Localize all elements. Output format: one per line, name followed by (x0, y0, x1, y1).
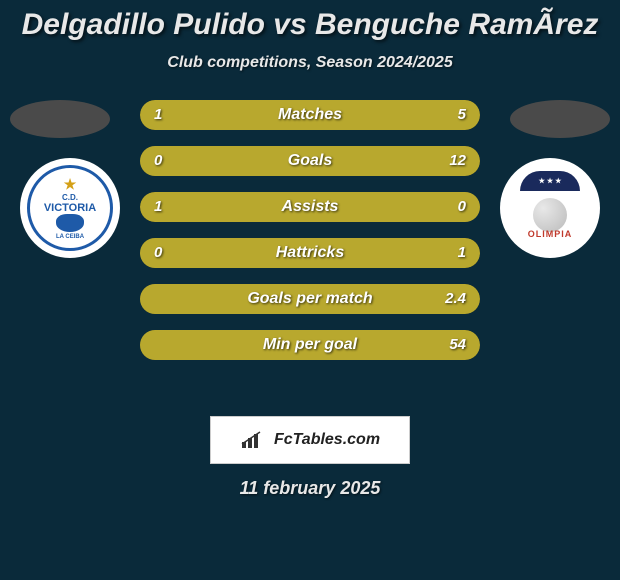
stat-label: Min per goal (140, 330, 480, 360)
logo-right-text: OLIMPIA (528, 229, 573, 239)
page-subtitle: Club competitions, Season 2024/2025 (0, 54, 620, 72)
stat-label: Assists (140, 192, 480, 222)
stat-value-right: 0 (458, 192, 466, 222)
left-name-oval (10, 100, 110, 138)
brand-badge[interactable]: FcTables.com (210, 416, 410, 464)
stat-label: Goals (140, 146, 480, 176)
stat-row: 1Matches5 (140, 100, 480, 130)
brand-text: FcTables.com (274, 431, 380, 449)
stars-icon: ★ ★ ★ (520, 171, 580, 191)
stat-value-right: 5 (458, 100, 466, 130)
comparison-area: ★ C.D. VICTORIA LA CEIBA ★ ★ ★ OLIMPIA 1… (0, 100, 620, 400)
stat-bars: 1Matches50Goals121Assists00Hattricks1Goa… (140, 100, 480, 376)
stat-row: 1Assists0 (140, 192, 480, 222)
stat-row: Goals per match2.4 (140, 284, 480, 314)
chart-icon (240, 430, 268, 450)
stat-value-right: 12 (449, 146, 466, 176)
crab-icon (56, 214, 84, 232)
logo-left-line3: LA CEIBA (56, 234, 84, 240)
stat-label: Goals per match (140, 284, 480, 314)
stat-row: 0Goals12 (140, 146, 480, 176)
footer-date: 11 february 2025 (0, 478, 620, 499)
stat-value-right: 54 (449, 330, 466, 360)
team-logo-right: ★ ★ ★ OLIMPIA (500, 158, 600, 258)
stat-value-right: 1 (458, 238, 466, 268)
right-name-oval (510, 100, 610, 138)
stat-label: Matches (140, 100, 480, 130)
logo-left-line1: C.D. (62, 193, 78, 202)
team-logo-left: ★ C.D. VICTORIA LA CEIBA (20, 158, 120, 258)
page-title: Delgadillo Pulido vs Benguche RamÃ­rez (0, 0, 620, 42)
stat-label: Hattricks (140, 238, 480, 268)
stat-row: Min per goal54 (140, 330, 480, 360)
stat-row: 0Hattricks1 (140, 238, 480, 268)
stat-value-right: 2.4 (445, 284, 466, 314)
logo-left-line2: VICTORIA (44, 202, 96, 214)
